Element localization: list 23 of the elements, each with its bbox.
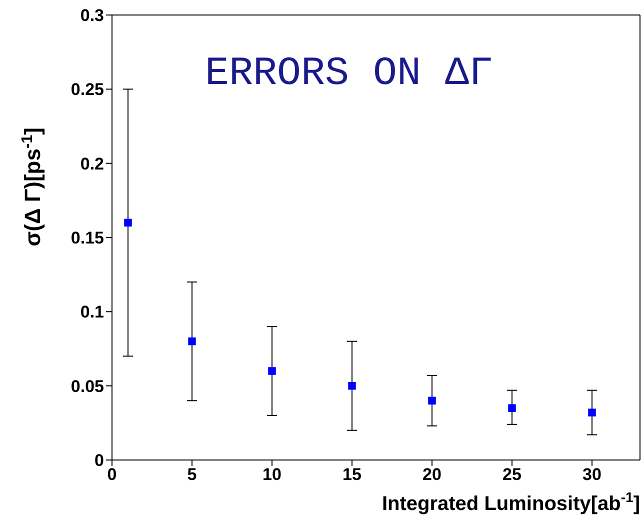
y-tick-label: 0.25: [70, 80, 104, 100]
point: [124, 218, 132, 227]
point: [588, 408, 596, 416]
point: [348, 382, 356, 390]
x-tick-label: 25: [502, 465, 522, 484]
x-tick-label: 30: [582, 465, 602, 484]
x-tick-label: 20: [422, 465, 442, 484]
point: [188, 337, 196, 346]
point: [268, 367, 276, 375]
x-tick-label: 0: [107, 465, 117, 484]
y-tick-label: 0.15: [70, 228, 104, 248]
x-axis-title: Integrated Luminosity[ab$^{-1}$]: [382, 489, 640, 515]
y-tick-label: 0.1: [80, 302, 104, 322]
x-tick-label: 10: [262, 465, 282, 484]
y-tick-label: 0.05: [70, 376, 104, 396]
point: [428, 396, 436, 405]
y-tick-label: 0: [94, 451, 104, 470]
y-tick-label: 0.2: [80, 154, 104, 174]
x-tick-label: 15: [342, 465, 362, 484]
point: [508, 404, 516, 412]
y-tick-label: 0.3: [80, 6, 104, 26]
text: ERRORS ON ΔΓ: [205, 52, 494, 97]
x-tick-label: 5: [187, 465, 197, 484]
